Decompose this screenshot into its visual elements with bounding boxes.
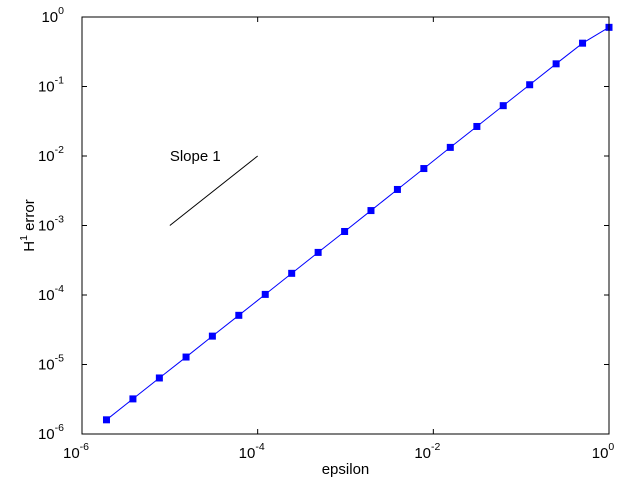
slope-reference-line [169,155,258,226]
y-axis-label-rest: error [21,199,38,235]
data-point [341,227,349,235]
data-point [288,269,296,277]
x-axis-label: epsilon [322,461,370,478]
y-axis-label-base: H [21,241,38,252]
x-tick-exp: -6 [80,441,89,453]
data-point [446,143,454,151]
y-tick-base: 10 [38,287,55,304]
plot-frame [81,16,610,435]
x-tick-label: 100 [592,441,615,462]
x-tick-exp: -4 [255,441,264,453]
x-tick-label: 10-4 [239,441,265,462]
x-tick-base: 10 [414,445,431,462]
data-point [552,60,560,68]
y-tick-exp: -3 [55,214,64,226]
reference-layer: Slope 1 [169,148,258,226]
plot-background [82,17,609,434]
data-point [129,395,137,403]
y-tick-label: 10-3 [38,214,64,235]
x-tick-label: 10-2 [414,441,440,462]
slope-annotation: Slope 1 [170,148,221,165]
y-tick-base: 10 [38,79,55,96]
x-tick-label: 10-6 [63,441,89,462]
y-tick-base: 10 [41,9,58,26]
y-tick-label: 10-6 [38,422,64,443]
y-axis-label: H1 error [18,199,38,252]
data-point [420,165,428,173]
y-tick-label: 10-1 [38,75,64,96]
y-tick-exp: 0 [58,5,64,17]
data-point [393,185,401,193]
y-tick-exp: -4 [55,283,64,295]
y-tick-exp: -2 [55,144,64,156]
data-point [208,332,216,340]
y-tick-label: 100 [41,5,64,26]
data-point [526,81,534,89]
y-tick-base: 10 [38,426,55,443]
y-tick-label: 10-2 [38,144,64,165]
x-tick-base: 10 [239,445,256,462]
data-point [499,102,507,110]
y-tick-exp: -5 [55,353,64,365]
y-tick-label: 10-5 [38,353,64,374]
series-line [106,26,610,421]
data-point [261,290,269,298]
x-tick-base: 10 [63,445,80,462]
data-point [235,311,243,319]
data-point [182,353,190,361]
x-tick-exp: -2 [431,441,440,453]
y-tick-exp: -6 [55,422,64,434]
x-tick-exp: 0 [608,441,614,453]
data-point [367,207,375,215]
x-tick-base: 10 [592,445,609,462]
y-tick-base: 10 [38,218,55,235]
data-point [314,248,322,256]
y-axis-label-sup: 1 [18,235,30,241]
y-tick-label: 10-4 [38,283,64,304]
data-point [473,122,481,130]
y-tick-base: 10 [38,357,55,374]
y-tick-exp: -1 [55,75,64,87]
data-point [102,416,110,424]
tick-labels-layer: 10-6 10-4 10-2 10010-610-510-410-310-210-11… [38,5,614,462]
data-point [579,39,587,47]
data-point [155,374,163,382]
y-tick-base: 10 [38,148,55,165]
